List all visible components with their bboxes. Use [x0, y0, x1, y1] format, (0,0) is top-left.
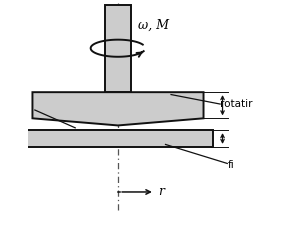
- Text: rotatir: rotatir: [220, 99, 253, 109]
- Polygon shape: [23, 130, 213, 147]
- Polygon shape: [33, 92, 204, 125]
- Text: r: r: [159, 185, 164, 198]
- Bar: [105, 5, 131, 92]
- Text: fi: fi: [227, 160, 234, 170]
- Text: ω, M: ω, M: [138, 19, 169, 32]
